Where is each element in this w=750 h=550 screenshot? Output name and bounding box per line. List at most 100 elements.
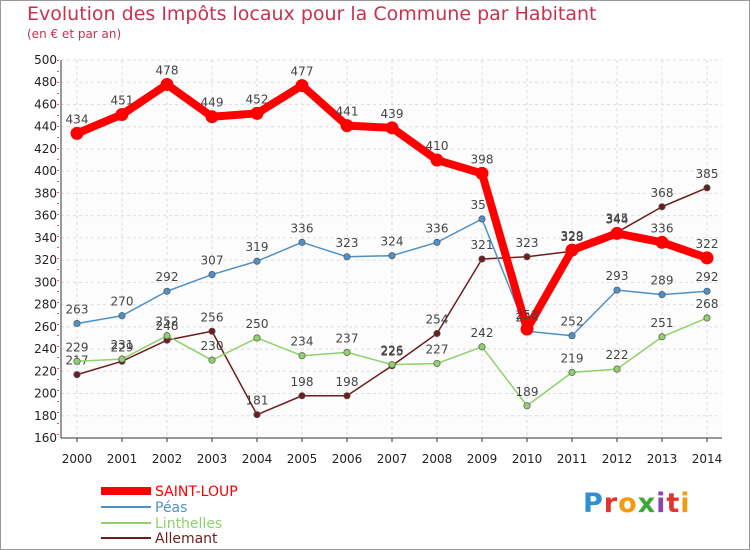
data-point [388, 252, 396, 260]
data-point [70, 126, 84, 140]
legend-label: SAINT-LOUP [155, 484, 238, 500]
data-point [433, 329, 441, 338]
data-point [253, 334, 261, 342]
data-point [478, 215, 486, 223]
data-point [613, 286, 621, 294]
data-label: 181 [246, 394, 269, 408]
data-label: 229 [111, 340, 134, 354]
data-point [475, 166, 489, 180]
chart-title: Evolution des Impôts locaux pour la Comm… [27, 3, 597, 25]
x-tick-label: 2007 [377, 452, 408, 466]
y-tick-label: 260 [34, 320, 57, 334]
x-tick-label: 2004 [242, 452, 273, 466]
data-label: 251 [651, 316, 674, 330]
data-point [658, 203, 666, 211]
data-label: 254 [426, 312, 449, 326]
data-point [115, 107, 129, 121]
data-label: 336 [651, 221, 674, 235]
data-label: 324 [381, 235, 404, 249]
data-label: 410 [426, 139, 449, 153]
data-label: 321 [471, 238, 494, 252]
data-point [568, 368, 576, 376]
data-label: 449 [201, 96, 224, 110]
data-point [73, 371, 81, 379]
data-label: 268 [696, 297, 719, 311]
data-point [523, 402, 531, 410]
y-tick-label: 200 [34, 387, 57, 401]
data-label: 368 [651, 186, 674, 200]
x-tick-label: 2013 [647, 452, 678, 466]
proxiti-logo: Proxiti [583, 488, 691, 519]
y-tick-label: 460 [34, 97, 57, 111]
y-tick-label: 360 [34, 209, 57, 223]
data-label: 439 [381, 107, 404, 121]
x-tick-label: 2005 [287, 452, 318, 466]
data-label: 322 [696, 237, 719, 251]
data-point [298, 238, 306, 246]
data-label: 441 [336, 105, 359, 119]
data-label: 329 [561, 229, 584, 243]
data-point [343, 348, 351, 356]
legend-item-p-as: Péas [101, 500, 187, 516]
data-label: 292 [156, 270, 179, 284]
x-tick-label: 2010 [512, 452, 543, 466]
data-point [163, 287, 171, 295]
data-label: 292 [696, 270, 719, 284]
data-point [208, 271, 216, 279]
data-point [250, 106, 264, 120]
data-point [703, 184, 711, 192]
x-tick-label: 2009 [467, 452, 498, 466]
logo-letter: o [618, 488, 638, 519]
x-tick-label: 2000 [62, 452, 93, 466]
logo-letter: t [666, 488, 681, 519]
x-tick-label: 2002 [152, 452, 183, 466]
data-point [658, 333, 666, 341]
data-point [700, 251, 714, 265]
data-label: 307 [201, 254, 224, 268]
logo-letter: x [637, 488, 657, 519]
logo-letter: i [680, 488, 691, 519]
x-tick-label: 2003 [197, 452, 228, 466]
data-label: 336 [291, 221, 314, 235]
data-label: 328 [561, 230, 584, 244]
data-point [73, 319, 81, 328]
y-tick-label: 240 [34, 342, 57, 356]
data-label: 263 [66, 302, 89, 316]
data-point [298, 352, 306, 360]
logo-letter: r [603, 488, 619, 519]
data-label: 256 [201, 310, 224, 324]
data-label: 198 [336, 375, 359, 389]
data-point [253, 257, 261, 265]
x-tick-label: 2014 [692, 452, 723, 466]
logo-letter: P [583, 488, 604, 519]
data-label: 225 [381, 345, 404, 359]
data-label: 248 [156, 319, 179, 333]
data-point [295, 79, 309, 93]
data-point [208, 327, 216, 335]
data-point [655, 235, 669, 249]
data-label: 323 [516, 236, 539, 250]
data-label: 252 [156, 315, 179, 329]
data-point [565, 243, 579, 257]
series-group: 2172292482561811981982252543213233283453… [66, 63, 719, 419]
data-point [253, 411, 261, 419]
data-point [205, 110, 219, 124]
x-tick-label: 2012 [602, 452, 633, 466]
data-point [478, 255, 486, 263]
y-tick-label: 500 [34, 53, 57, 67]
data-label: 189 [516, 385, 539, 399]
y-tick-label: 340 [34, 231, 57, 245]
data-point [340, 119, 354, 133]
data-label: 478 [156, 63, 179, 77]
data-point [73, 357, 81, 365]
data-point [160, 77, 174, 91]
legend-label: Péas [155, 500, 187, 516]
data-label: 345 [606, 211, 629, 225]
data-label: 237 [336, 331, 359, 345]
legend-label: Allemant [155, 531, 218, 547]
tick-labels: 160 180 200 220 240 260 280 300 320 340 360 380 400 4… [34, 53, 722, 466]
data-point [520, 322, 534, 336]
